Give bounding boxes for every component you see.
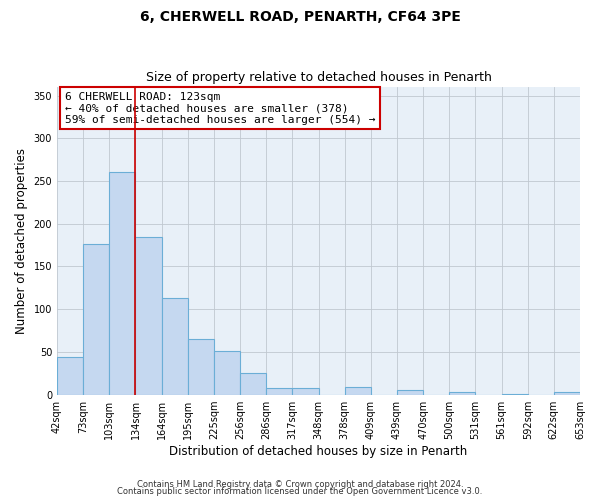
Bar <box>344 387 371 394</box>
Text: 6, CHERWELL ROAD, PENARTH, CF64 3PE: 6, CHERWELL ROAD, PENARTH, CF64 3PE <box>140 10 460 24</box>
Title: Size of property relative to detached houses in Penarth: Size of property relative to detached ho… <box>146 72 491 85</box>
Bar <box>57 357 83 395</box>
Text: 6 CHERWELL ROAD: 123sqm
← 40% of detached houses are smaller (378)
59% of semi-d: 6 CHERWELL ROAD: 123sqm ← 40% of detache… <box>65 92 376 125</box>
Bar <box>397 390 423 394</box>
Bar <box>161 298 188 394</box>
Bar <box>554 392 580 394</box>
Bar <box>449 392 475 394</box>
Y-axis label: Number of detached properties: Number of detached properties <box>15 148 28 334</box>
Bar <box>240 373 266 394</box>
Bar <box>214 351 240 395</box>
Bar <box>83 244 109 394</box>
Bar <box>109 172 136 394</box>
X-axis label: Distribution of detached houses by size in Penarth: Distribution of detached houses by size … <box>169 444 467 458</box>
Text: Contains HM Land Registry data © Crown copyright and database right 2024.: Contains HM Land Registry data © Crown c… <box>137 480 463 489</box>
Bar <box>188 339 214 394</box>
Bar <box>292 388 319 394</box>
Bar <box>266 388 292 394</box>
Text: Contains public sector information licensed under the Open Government Licence v3: Contains public sector information licen… <box>118 487 482 496</box>
Bar <box>136 238 161 394</box>
